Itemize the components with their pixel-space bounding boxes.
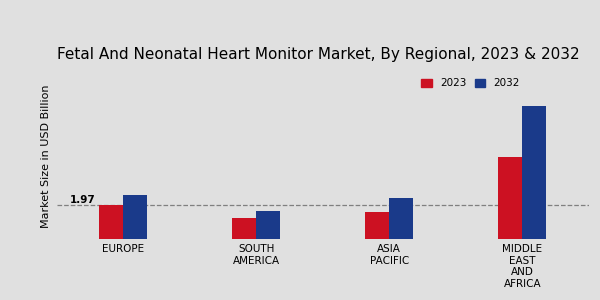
Text: 1.97: 1.97 [70, 195, 96, 206]
Bar [523, 106, 547, 238]
Y-axis label: Market Size in USD Billion: Market Size in USD Billion [41, 84, 51, 227]
Text: Fetal And Neonatal Heart Monitor Market, By Regional, 2023 & 2032: Fetal And Neonatal Heart Monitor Market,… [56, 47, 579, 62]
Bar [256, 212, 280, 239]
Bar [232, 218, 256, 238]
Bar [365, 212, 389, 239]
Bar [123, 195, 147, 238]
Legend: 2023, 2032: 2023, 2032 [421, 78, 520, 88]
Bar [499, 157, 523, 238]
Bar [99, 205, 123, 238]
Bar [389, 198, 413, 239]
